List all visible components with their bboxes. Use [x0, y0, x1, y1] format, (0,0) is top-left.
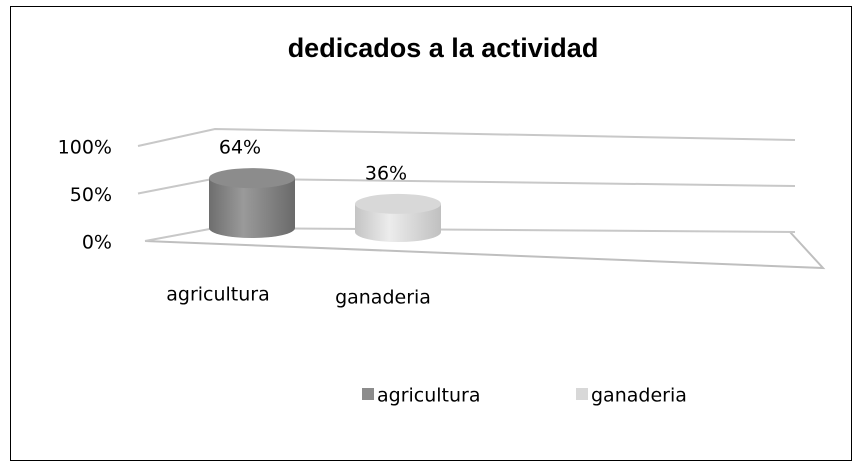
bar-top	[355, 193, 441, 214]
x-tick-label: agricultura	[166, 284, 270, 306]
chart-title: dedicados a la actividad	[288, 33, 599, 63]
bar-top	[209, 168, 295, 189]
legend-label: agricultura	[377, 385, 481, 407]
y-tick-label: 0%	[82, 232, 112, 254]
bar	[355, 203, 441, 242]
value-label: 64%	[219, 137, 261, 159]
legend-swatch	[362, 388, 374, 400]
y-tick-label: 100%	[58, 137, 112, 159]
legend-swatch	[576, 388, 588, 400]
grid-line	[137, 127, 796, 147]
floor	[144, 231, 826, 270]
bar	[209, 178, 295, 238]
legend-label: ganaderia	[591, 385, 687, 407]
y-tick-label: 50%	[70, 184, 112, 206]
value-label: 36%	[365, 162, 407, 184]
x-tick-label: ganaderia	[335, 287, 431, 309]
